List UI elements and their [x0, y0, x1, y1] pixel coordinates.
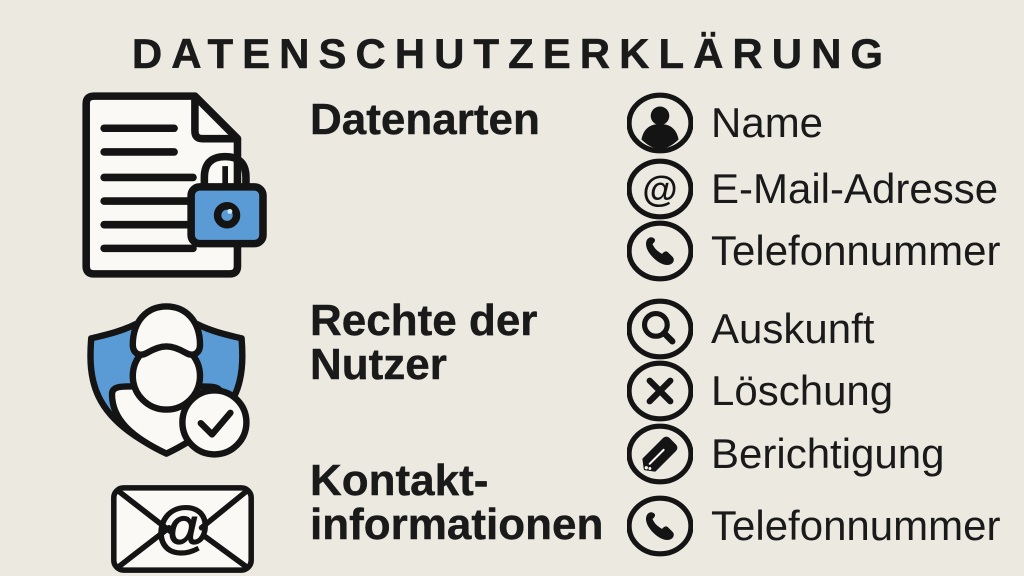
svg-text:@: @	[642, 168, 677, 209]
svg-text:@: @	[156, 495, 211, 558]
